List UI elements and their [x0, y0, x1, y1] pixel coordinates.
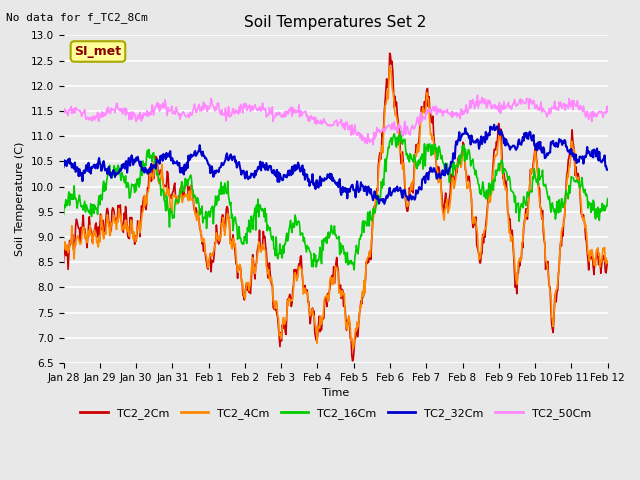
- TC2_16Cm: [350, 267, 358, 273]
- TC2_32Cm: [70, 165, 77, 170]
- Text: SI_met: SI_met: [74, 45, 122, 58]
- TC2_50Cm: [60, 105, 67, 111]
- TC2_16Cm: [403, 151, 411, 156]
- TC2_32Cm: [604, 167, 611, 173]
- Title: Soil Temperatures Set 2: Soil Temperatures Set 2: [244, 15, 427, 30]
- TC2_4Cm: [125, 233, 133, 239]
- TC2_16Cm: [70, 196, 77, 202]
- TC2_2Cm: [349, 358, 356, 364]
- TC2_50Cm: [474, 92, 481, 98]
- TC2_4Cm: [70, 245, 77, 251]
- TC2_16Cm: [60, 212, 67, 217]
- TC2_2Cm: [604, 259, 611, 264]
- TC2_2Cm: [125, 236, 133, 241]
- TC2_32Cm: [490, 122, 498, 128]
- Line: TC2_32Cm: TC2_32Cm: [63, 125, 607, 204]
- TC2_32Cm: [419, 177, 426, 182]
- TC2_4Cm: [403, 204, 411, 209]
- TC2_50Cm: [209, 103, 217, 109]
- TC2_4Cm: [180, 194, 188, 200]
- TC2_16Cm: [180, 185, 188, 191]
- TC2_32Cm: [403, 193, 410, 199]
- TC2_2Cm: [386, 50, 394, 56]
- Text: No data for f_TC2_8Cm: No data for f_TC2_8Cm: [6, 12, 148, 23]
- TC2_50Cm: [604, 108, 611, 114]
- TC2_2Cm: [180, 186, 188, 192]
- TC2_16Cm: [419, 166, 427, 172]
- Y-axis label: Soil Temperature (C): Soil Temperature (C): [15, 142, 25, 256]
- TC2_32Cm: [209, 174, 217, 180]
- X-axis label: Time: Time: [322, 388, 349, 398]
- TC2_4Cm: [209, 250, 217, 255]
- TC2_50Cm: [369, 142, 377, 147]
- TC2_4Cm: [349, 346, 357, 351]
- TC2_50Cm: [70, 110, 77, 116]
- TC2_2Cm: [209, 259, 217, 265]
- TC2_32Cm: [180, 162, 188, 168]
- TC2_50Cm: [180, 112, 188, 118]
- Line: TC2_2Cm: TC2_2Cm: [63, 53, 607, 361]
- TC2_50Cm: [403, 123, 410, 129]
- TC2_16Cm: [604, 196, 611, 202]
- TC2_2Cm: [403, 208, 411, 214]
- TC2_32Cm: [60, 164, 67, 170]
- TC2_2Cm: [419, 107, 427, 112]
- TC2_50Cm: [125, 117, 133, 123]
- Line: TC2_50Cm: TC2_50Cm: [63, 95, 607, 144]
- TC2_2Cm: [70, 247, 77, 252]
- TC2_50Cm: [419, 117, 426, 123]
- TC2_4Cm: [604, 258, 611, 264]
- TC2_4Cm: [386, 63, 394, 69]
- Line: TC2_16Cm: TC2_16Cm: [63, 131, 607, 270]
- Line: TC2_4Cm: TC2_4Cm: [63, 66, 607, 348]
- TC2_16Cm: [397, 128, 405, 134]
- TC2_32Cm: [125, 156, 133, 161]
- TC2_32Cm: [381, 201, 388, 207]
- TC2_16Cm: [125, 195, 133, 201]
- TC2_4Cm: [60, 247, 67, 252]
- TC2_2Cm: [60, 260, 67, 265]
- TC2_16Cm: [209, 221, 217, 227]
- Legend: TC2_2Cm, TC2_4Cm, TC2_16Cm, TC2_32Cm, TC2_50Cm: TC2_2Cm, TC2_4Cm, TC2_16Cm, TC2_32Cm, TC…: [76, 403, 595, 423]
- TC2_4Cm: [419, 105, 427, 110]
